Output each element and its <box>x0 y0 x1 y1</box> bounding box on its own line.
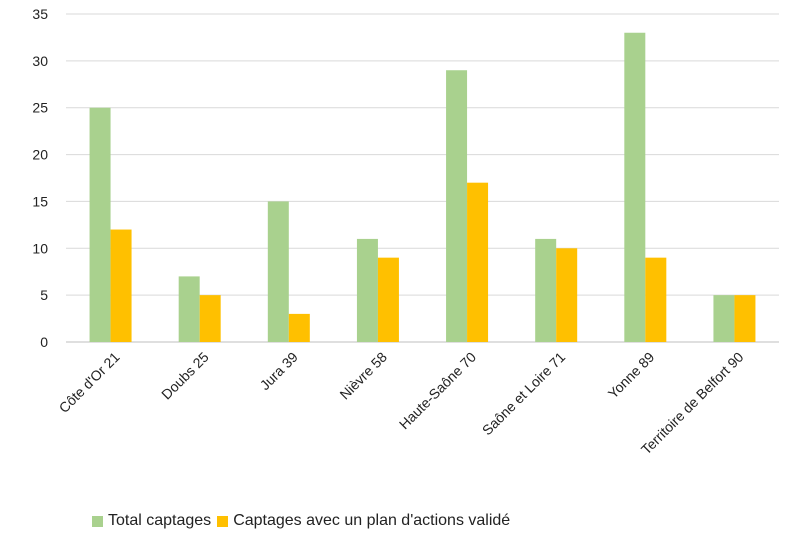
legend: Total captages Captages avec un plan d'a… <box>92 512 516 530</box>
bar-validated-1 <box>110 229 132 342</box>
bar-total-4 <box>356 238 378 342</box>
y-tick-label: 25 <box>32 100 48 116</box>
y-tick-label: 20 <box>32 147 48 163</box>
bar-total-1 <box>89 107 111 342</box>
x-tick-label: Côte d'Or 21 <box>56 349 123 416</box>
y-tick-label: 15 <box>32 193 48 209</box>
legend-label-total: Total captages <box>108 512 212 529</box>
legend-swatch-validated <box>217 515 229 527</box>
bar-validated-6 <box>556 248 578 342</box>
x-tick-label: Jura 39 <box>257 349 301 393</box>
bar-validated-2 <box>199 295 221 342</box>
legend-item-validated: Captages avec un plan d'actions validé <box>217 512 510 530</box>
bar-validated-8 <box>734 295 756 342</box>
bar-total-3 <box>267 201 289 342</box>
bar-validated-3 <box>288 313 310 342</box>
y-tick-label: 35 <box>32 6 48 22</box>
y-tick-label: 30 <box>32 53 48 69</box>
bar-total-8 <box>713 295 735 342</box>
bar-total-6 <box>535 238 557 342</box>
x-tick-label: Saône et Loire 71 <box>479 349 569 439</box>
legend-swatch-total <box>92 515 103 527</box>
y-tick-label: 5 <box>40 287 48 303</box>
x-tick-label: Doubs 25 <box>158 349 212 403</box>
x-tick-label: Territoire de Belfort 90 <box>638 349 747 458</box>
legend-item-total: Total captages <box>92 512 211 530</box>
bar-total-5 <box>446 70 468 342</box>
legend-label-validated: Captages avec un plan d'actions validé <box>233 512 511 529</box>
y-tick-label: 10 <box>32 240 48 256</box>
bar-validated-4 <box>377 257 399 342</box>
x-tick-label: Nièvre 58 <box>336 349 390 403</box>
x-tick-label: Yonne 89 <box>605 349 658 402</box>
bar-total-7 <box>624 32 646 342</box>
x-tick-label: Haute-Saône 70 <box>396 349 480 433</box>
bar-validated-7 <box>645 257 667 342</box>
bar-total-2 <box>178 276 200 342</box>
y-tick-label: 0 <box>40 334 48 350</box>
bar-validated-5 <box>467 182 489 342</box>
